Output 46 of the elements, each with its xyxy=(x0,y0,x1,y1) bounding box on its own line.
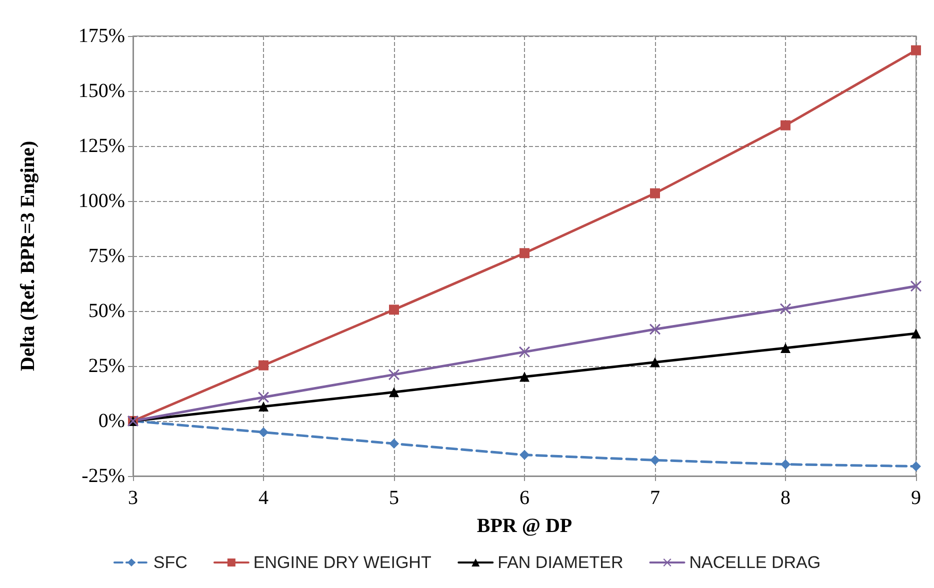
point xyxy=(650,324,660,335)
y-tick-label: 100% xyxy=(78,190,125,212)
point xyxy=(520,372,530,382)
point xyxy=(780,303,791,314)
legend-label: SFC xyxy=(153,553,188,572)
y-axis-title: Delta (Ref. BPR=3 Engine) xyxy=(17,140,39,372)
point xyxy=(389,387,399,398)
x-axis-title: BPR @ DP xyxy=(476,515,572,537)
point xyxy=(910,280,922,292)
point xyxy=(388,369,400,380)
x-tick-label: 6 xyxy=(520,487,530,509)
x-tick-label: 7 xyxy=(650,487,660,509)
x-tick-label: 5 xyxy=(389,487,399,509)
point xyxy=(911,461,921,472)
point xyxy=(389,438,399,449)
point xyxy=(650,357,660,368)
point xyxy=(258,360,268,370)
point xyxy=(780,459,790,470)
point xyxy=(650,188,660,198)
point xyxy=(519,346,530,358)
y-tick-label: 175% xyxy=(78,25,125,47)
x-tick-label: 9 xyxy=(911,487,921,509)
point xyxy=(258,392,269,403)
point xyxy=(911,45,921,56)
point xyxy=(520,248,530,258)
point xyxy=(650,455,660,466)
legend-label: FAN DIAMETER xyxy=(498,553,624,572)
x-tick-label: 8 xyxy=(780,487,790,509)
y-tick-label: 150% xyxy=(78,80,125,102)
legend-label: NACELLE DRAG xyxy=(689,553,821,572)
y-tick-label: 50% xyxy=(88,300,125,322)
y-tick-label: -25% xyxy=(82,465,125,487)
point xyxy=(780,342,790,353)
x-tick-label: 3 xyxy=(128,487,138,509)
point xyxy=(389,304,399,315)
point xyxy=(258,427,268,438)
y-tick-label: 0% xyxy=(98,410,125,432)
y-tick-label: 75% xyxy=(88,245,125,267)
point xyxy=(780,120,790,130)
point xyxy=(258,401,268,412)
x-tick-label: 4 xyxy=(258,487,268,509)
point xyxy=(520,450,530,460)
y-tick-label: 125% xyxy=(78,135,125,157)
legend-label: ENGINE DRY WEIGHT xyxy=(253,553,432,572)
point xyxy=(911,328,921,338)
y-tick-label: 25% xyxy=(88,355,125,377)
